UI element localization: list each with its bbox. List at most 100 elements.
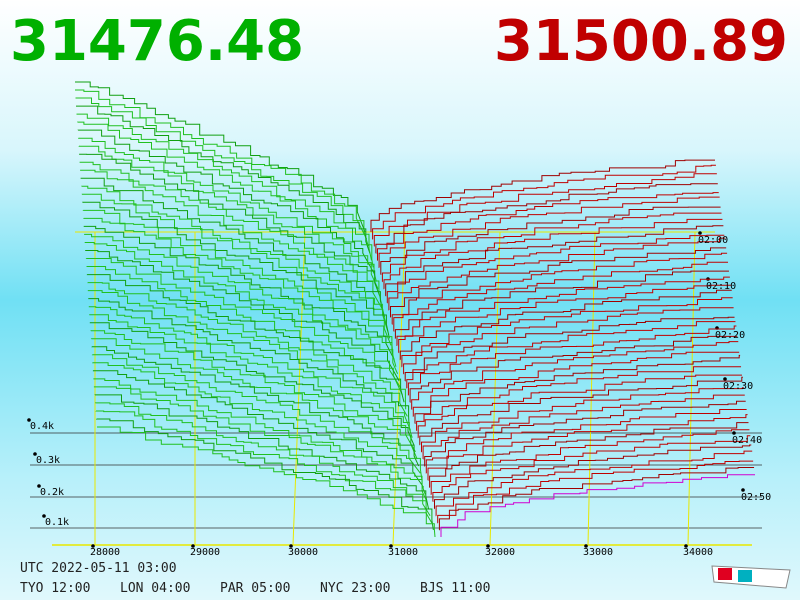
ask-curve — [381, 212, 722, 283]
bid-curve — [95, 410, 433, 524]
ask-curve — [373, 173, 717, 247]
tick-dot — [389, 544, 393, 548]
bid-curve — [92, 370, 425, 488]
ask-curve — [424, 400, 746, 467]
ask-curve — [419, 376, 743, 446]
bid-curve — [82, 201, 390, 339]
tick-dot — [191, 544, 195, 548]
depth-tick-label: 0.2k — [40, 487, 64, 498]
bid-curve — [78, 137, 377, 282]
bid-curve — [86, 274, 405, 403]
time-tick-label: 02:50 — [741, 492, 771, 503]
ask-curve — [430, 429, 750, 495]
tick-dot — [698, 231, 702, 235]
ask-curve — [378, 196, 720, 268]
time-tick-label: 02:40 — [732, 435, 762, 446]
price-tick-label: 31000 — [388, 547, 418, 558]
ask-curve — [403, 307, 734, 375]
ask-curve — [388, 237, 726, 311]
ask-curve — [377, 192, 719, 261]
ask-curve — [393, 261, 729, 332]
ask-curve — [391, 252, 728, 325]
ask-curve — [425, 409, 747, 474]
bid-price: 31476.48 — [10, 9, 304, 74]
bid-curve — [82, 209, 392, 346]
time-tick-label: 02:10 — [706, 281, 736, 292]
bid-curve — [91, 346, 420, 467]
time-tick-label: 02:20 — [715, 330, 745, 341]
ask-curve — [398, 284, 731, 354]
depth-tick-label: 0.1k — [45, 517, 69, 528]
ask-curve — [417, 374, 742, 439]
bid-curve — [90, 338, 418, 460]
ask-curve — [412, 351, 740, 417]
ask-curve — [414, 354, 741, 425]
bid-curve — [76, 105, 371, 254]
tick-dot — [486, 544, 490, 548]
ask-curve — [409, 335, 738, 403]
ask-curve — [399, 289, 732, 361]
tick-dot — [723, 377, 727, 381]
ask-curve — [411, 341, 739, 410]
timezone-label: PAR 05:00 — [220, 581, 290, 596]
bid-curve — [84, 233, 397, 367]
utc-time: UTC 2022-05-11 03:00 — [20, 561, 177, 576]
bid-curve — [79, 153, 381, 297]
bid-curve — [88, 298, 410, 424]
tick-dot — [42, 514, 46, 518]
ask-curve — [385, 225, 724, 297]
price-tick-label: 33000 — [583, 547, 613, 558]
bid-curve — [97, 426, 436, 538]
tick-dot — [584, 544, 588, 548]
bid-curve — [85, 249, 400, 382]
bid-curve — [96, 418, 434, 530]
ask-curve — [401, 297, 733, 368]
bid-curve — [75, 97, 369, 247]
price-grid-line — [587, 231, 596, 546]
ask-curve — [372, 164, 716, 240]
depth-tick-label: 0.4k — [30, 421, 54, 432]
bid-curve — [83, 225, 395, 360]
ask-curve — [435, 450, 753, 517]
bid-curve — [86, 266, 403, 396]
ask-curve — [396, 276, 730, 346]
tick-dot — [37, 484, 41, 488]
tick-dot — [91, 544, 95, 548]
bid-curve — [90, 330, 416, 453]
ask-curve — [438, 467, 755, 531]
price-tick-label: 28000 — [90, 547, 120, 558]
bid-curve — [75, 81, 366, 233]
ask-curve — [406, 321, 736, 389]
timezone-label: LON 04:00 — [120, 581, 190, 596]
ask-curve — [416, 366, 742, 432]
ask-curve — [394, 270, 729, 339]
ask-curve — [390, 247, 727, 318]
timezone-label: TYO 12:00 — [20, 581, 90, 596]
tick-dot — [684, 544, 688, 548]
bid-curve — [76, 113, 373, 261]
bid-curve — [91, 354, 421, 474]
bid-curve — [94, 394, 429, 509]
price-tick-label: 30000 — [288, 547, 318, 558]
ask-curve — [440, 474, 755, 537]
ask-curve — [429, 422, 749, 488]
ask-price: 31500.89 — [494, 9, 788, 74]
bid-curve — [85, 258, 402, 389]
glasses-icon — [711, 565, 791, 589]
ask-curve — [383, 218, 723, 290]
ask-curve — [375, 183, 718, 254]
timezone-label: NYC 23:00 — [320, 581, 390, 596]
bid-curve — [93, 386, 428, 502]
bid-curve — [81, 193, 389, 332]
bid-curve — [87, 290, 408, 417]
bid-curve — [89, 322, 415, 445]
bid-curve — [87, 282, 407, 410]
bid-curve — [83, 217, 394, 353]
bid-curve — [84, 241, 399, 375]
bid-curve — [79, 161, 382, 304]
bid-curve — [92, 362, 423, 481]
ask-curve — [432, 435, 751, 503]
